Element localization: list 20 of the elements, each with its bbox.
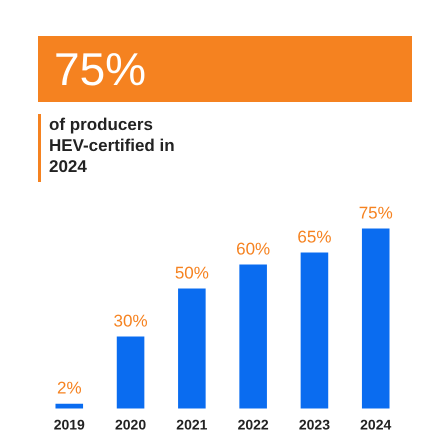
data-label: 60% bbox=[236, 240, 270, 258]
data-label: 75% bbox=[358, 204, 393, 222]
chart-subtitle: of producers HEV-certified in 2024 bbox=[49, 114, 176, 177]
chart-title: 75% bbox=[54, 42, 146, 97]
bar bbox=[55, 404, 84, 408]
x-tick-label: 2021 bbox=[176, 416, 208, 432]
x-tick-label: 2020 bbox=[114, 416, 146, 432]
bar bbox=[178, 288, 206, 408]
data-label: 2% bbox=[56, 378, 82, 398]
x-tick-label: 2019 bbox=[54, 416, 86, 432]
bar bbox=[116, 336, 144, 408]
bar bbox=[239, 264, 267, 408]
data-label: 50% bbox=[174, 264, 209, 282]
x-tick-label: 2022 bbox=[238, 416, 269, 432]
bar bbox=[300, 252, 328, 408]
data-label: 30% bbox=[114, 312, 148, 330]
x-tick-label: 2024 bbox=[360, 416, 392, 432]
data-label: 65% bbox=[297, 228, 332, 246]
x-tick-label: 2023 bbox=[298, 416, 330, 432]
bar bbox=[362, 228, 390, 408]
